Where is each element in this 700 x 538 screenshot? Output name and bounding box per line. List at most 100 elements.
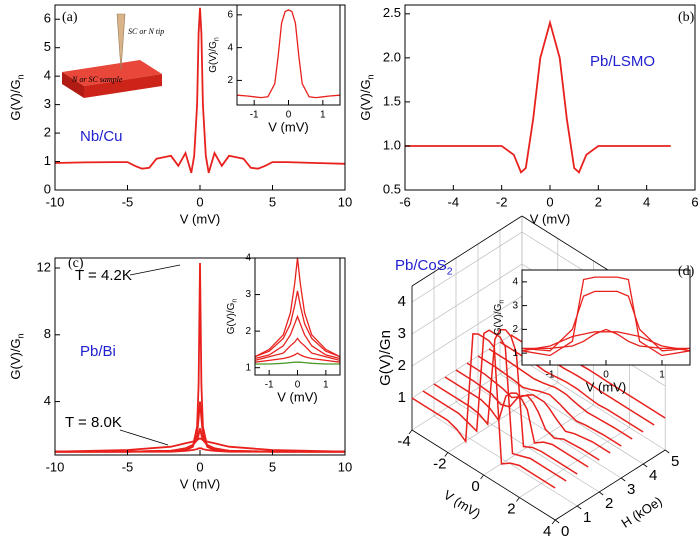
x-tick-label: 1: [659, 370, 665, 381]
x-tick-label: -4: [397, 433, 410, 450]
line: [254, 314, 341, 360]
line: [477, 355, 622, 447]
y-tick-label: 1.0: [383, 137, 401, 152]
line: [433, 328, 578, 475]
y-axis-label: G(V)/Gn: [208, 37, 221, 73]
line: [254, 337, 341, 362]
line: [405, 19, 671, 174]
line: [54, 437, 346, 453]
x-tick-label: 0: [196, 194, 203, 209]
line: [455, 369, 600, 461]
annotation-sub: 2: [447, 265, 453, 277]
line: [488, 348, 633, 440]
y-tick-label: 1: [398, 389, 406, 406]
line: [466, 362, 611, 454]
y-tick-label: 2: [227, 75, 233, 86]
x-tick-label: 10: [338, 194, 352, 209]
annotation: SC or N tip: [128, 27, 164, 36]
y-axis-label: G(V)/Gn: [8, 74, 26, 120]
y-axis-label: G(V)/Gn: [493, 300, 506, 336]
y-tick-label: 1: [245, 362, 251, 373]
y-axis-label-main: G(V)/G: [8, 338, 23, 379]
line: [255, 361, 340, 365]
x-axis-label: V (mV): [586, 379, 626, 394]
plot-area: [522, 270, 690, 365]
x-tick: [551, 519, 556, 525]
annotation: T = 8.0K: [65, 414, 122, 431]
grid-line: [499, 373, 644, 465]
line: [55, 447, 345, 453]
line: [54, 7, 346, 174]
line: [521, 290, 691, 352]
y-axis-label: G(V)/Gn: [377, 330, 394, 386]
y-tick-label: 4: [398, 293, 406, 310]
y-tick-label: 12: [37, 259, 51, 274]
x-tick: [516, 497, 520, 502]
schematic: [62, 13, 162, 98]
line: [254, 352, 341, 363]
y-tick-label: 3: [245, 289, 251, 300]
x-axis-label: V (mV): [180, 211, 220, 226]
y-tick-label: 1: [512, 348, 518, 359]
x-tick-label: 5: [269, 459, 276, 474]
annotation: T = 4.2K: [75, 267, 132, 284]
x-tick-label: -1: [265, 380, 274, 391]
grid-line: [411, 231, 523, 303]
x-tick-label: -10: [46, 459, 65, 474]
y-tick-label: 6: [44, 11, 51, 26]
line: [521, 331, 691, 352]
axis-line: [411, 215, 523, 287]
z-tick-label: 3: [627, 481, 635, 498]
line: [521, 276, 691, 357]
z-tick: [554, 519, 560, 524]
z-tick: [664, 449, 670, 454]
z-tick-label: 4: [649, 467, 657, 484]
annotation: (a): [62, 10, 78, 25]
grid-line: [411, 263, 523, 335]
y-tick-label: 2: [398, 357, 406, 374]
pointer: [119, 429, 169, 446]
z-tick-label: 0: [561, 523, 569, 538]
line: [411, 333, 556, 489]
line: [55, 428, 345, 453]
x-tick-label: 10: [338, 459, 352, 474]
y-axis-label: G(V)/Gn: [8, 333, 26, 379]
x-tick-label: -10: [46, 194, 65, 209]
x-tick-label: 0: [286, 110, 292, 121]
z-axis-label: H (kOe): [618, 493, 664, 530]
x-tick-label: -1: [250, 110, 259, 121]
x-axis-label: V (mV): [268, 119, 308, 134]
x-tick-label: 0: [295, 380, 301, 391]
y-tick-label: 1.5: [383, 93, 401, 108]
y-axis-label-main: G(V)/G: [493, 303, 504, 335]
annotation: Pb/LSMO: [590, 53, 655, 70]
y-tick-label: 2.5: [383, 5, 401, 20]
x-tick-label: 5: [269, 194, 276, 209]
y-tick-label: 0: [44, 181, 51, 196]
y-tick-label: 4: [512, 277, 518, 288]
y-axis-label-sub: n: [16, 74, 26, 79]
z-tick-label: 5: [671, 453, 679, 470]
y-tick-label: 2: [245, 326, 251, 337]
x-tick-label: 0: [603, 370, 609, 381]
y-tick-label: 1: [44, 153, 51, 168]
z-tick-label: 2: [605, 495, 613, 512]
grid-line: [411, 295, 523, 367]
line: [522, 328, 690, 350]
inset: -1 0 1 2 4 6 G(V)/Gn: [208, 4, 341, 121]
y-axis-label-sub: n: [213, 37, 220, 41]
annotation-main: Pb/CoS: [395, 257, 447, 274]
inset: -1 0 1 1 2 3 4 G(V)/Gn: [226, 253, 341, 391]
plot-area: [405, 5, 695, 190]
z-tick: [598, 491, 604, 496]
axis-line: [554, 449, 666, 521]
y-tick-label: 3: [398, 325, 406, 342]
annotation: Pb/Bi: [80, 343, 116, 360]
line: [422, 329, 567, 482]
y-tick-label: 5: [44, 39, 51, 54]
y-axis-label-sub: n: [231, 299, 238, 303]
x-axis-label: V (mV): [277, 389, 317, 404]
y-tick-label: 2: [512, 324, 518, 335]
y-axis-label-main: G(V)/G: [358, 79, 373, 120]
y-tick-label: 4: [44, 68, 51, 83]
